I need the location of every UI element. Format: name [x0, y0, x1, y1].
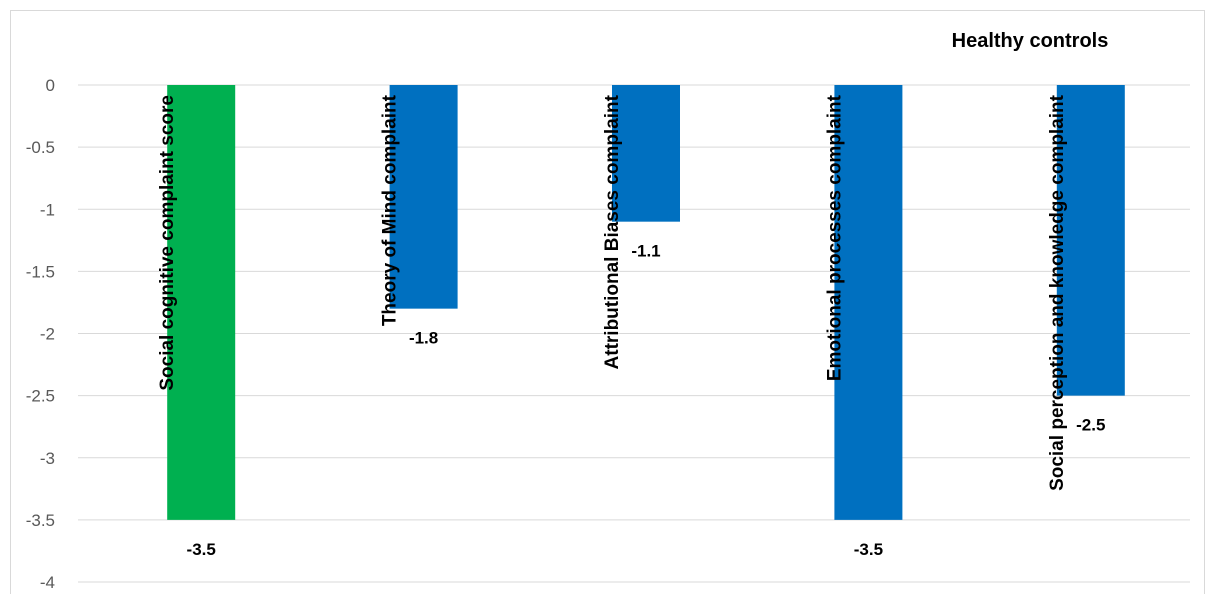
category-label: Emotional processes complaint: [824, 94, 845, 381]
y-tick-label: 0: [46, 76, 55, 95]
data-label: -2.5: [1076, 416, 1105, 435]
y-tick-label: -2.5: [26, 387, 55, 406]
data-label: -1.8: [409, 329, 438, 348]
y-tick-label: -0.5: [26, 138, 55, 157]
bar: [167, 85, 236, 520]
bar: [1056, 85, 1125, 396]
y-tick-label: -1: [40, 200, 55, 219]
category-labels: Social cognitive complaint score Theory o…: [157, 94, 1068, 491]
y-tick-label: -1.5: [26, 262, 55, 281]
bar: [612, 85, 680, 222]
chart-title: Healthy controls: [952, 30, 1109, 52]
category-label: Social cognitive complaint score: [157, 95, 178, 391]
data-label: -1.1: [631, 242, 660, 261]
y-axis: 0 -0.5 -1 -1.5 -2 -2.5 -3 -3.5 -4: [26, 76, 55, 592]
bar: [389, 85, 458, 309]
data-labels: -3.5 -1.8 -1.1 -3.5 -2.5: [187, 242, 1106, 559]
category-label: Theory of Mind complaint: [380, 94, 401, 326]
bars: [167, 85, 1125, 520]
y-tick-label: -3: [40, 449, 55, 468]
y-tick-label: -2: [40, 325, 55, 344]
bar: [834, 85, 903, 520]
data-label: -3.5: [854, 540, 883, 559]
y-tick-label: -4: [40, 573, 55, 592]
y-tick-label: -3.5: [26, 511, 55, 530]
category-label: Social perception and knowledge complain…: [1047, 94, 1068, 491]
category-label: Attributional Biases complaint: [602, 94, 623, 369]
data-label: -3.5: [187, 540, 216, 559]
